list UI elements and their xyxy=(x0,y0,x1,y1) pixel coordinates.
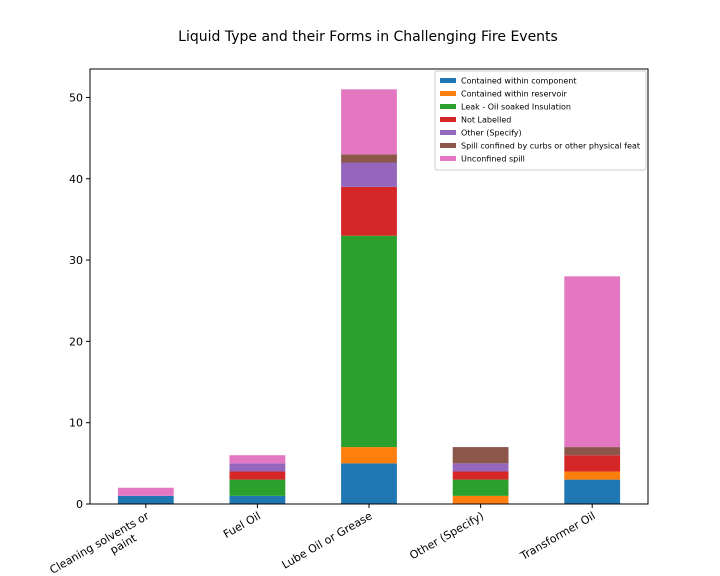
bar-segment xyxy=(341,235,397,448)
x-tick-label: Cleaning solvents orpaint xyxy=(48,509,159,576)
x-axis: Cleaning solvents orpaint Fuel Oil Lube Oi… xyxy=(48,504,598,576)
bar-segment xyxy=(229,463,286,472)
bar-segment xyxy=(341,186,397,236)
plot-frame xyxy=(89,68,649,505)
bar-segment xyxy=(117,495,174,504)
bar-segment xyxy=(452,447,509,464)
bars-group xyxy=(117,89,621,504)
x-tick-label: Other (Specify) xyxy=(407,509,486,562)
y-tick-label: 40 xyxy=(69,173,83,186)
legend-entry: Not Labelled xyxy=(461,116,511,125)
legend-entry: Contained within reservoir xyxy=(461,90,568,99)
x-tick-label-text: Fuel Oil xyxy=(221,509,263,541)
legend-entry: Unconfined spill xyxy=(461,155,525,164)
legend-swatch xyxy=(440,78,456,83)
x-tick-label-text: Other (Specify) xyxy=(407,509,486,562)
bar-segment xyxy=(341,162,397,187)
bar-segment xyxy=(117,487,174,496)
x-tick-label: Lube Oil or Grease xyxy=(280,509,375,571)
legend-swatch xyxy=(440,104,456,109)
bar-segment xyxy=(452,479,509,496)
y-tick-label: 30 xyxy=(69,254,83,267)
bar-segment xyxy=(452,495,509,504)
y-axis: 0 10 20 30 40 50 xyxy=(69,91,90,511)
x-tick-label-text: Lube Oil or Grease xyxy=(280,509,375,571)
bar-segment xyxy=(229,471,286,480)
chart-title: Liquid Type and their Forms in Challengi… xyxy=(178,29,558,45)
bar-segment xyxy=(452,463,509,472)
bar-segment xyxy=(341,463,397,504)
legend-swatch xyxy=(440,91,456,96)
bar-segment xyxy=(564,447,621,456)
legend: Contained within component Contained with… xyxy=(434,70,647,171)
x-tick-label-text: Transformer Oil xyxy=(517,509,597,563)
bar-segment xyxy=(564,276,621,448)
bar-segment xyxy=(341,89,397,155)
x-tick-label-text: Cleaning solvents orpaint xyxy=(48,509,159,576)
bar-segment xyxy=(452,471,509,480)
legend-swatch xyxy=(440,156,456,161)
legend-box xyxy=(434,70,647,171)
bar-segment xyxy=(229,495,286,504)
legend-entry: Leak - Oil soaked Insulation xyxy=(461,103,571,112)
bar-segment xyxy=(229,455,286,464)
bar-segment xyxy=(564,479,621,504)
x-tick-label: Transformer Oil xyxy=(517,509,597,563)
bar-segment xyxy=(341,154,397,163)
legend-swatch xyxy=(440,130,456,135)
bar-segment xyxy=(564,455,621,472)
legend-entry: Other (Specify) xyxy=(461,129,522,138)
legend-swatch xyxy=(440,117,456,122)
y-tick-label: 50 xyxy=(69,91,83,104)
legend-swatch xyxy=(440,143,456,148)
bar-segment xyxy=(229,479,286,496)
x-tick-label: Fuel Oil xyxy=(221,509,263,541)
y-tick-label: 10 xyxy=(69,417,83,430)
y-tick-label: 20 xyxy=(69,335,83,348)
bar-segment xyxy=(341,447,397,464)
y-tick-label: 0 xyxy=(76,498,83,511)
legend-entry: Spill confined by curbs or other physica… xyxy=(461,142,640,151)
bar-segment xyxy=(564,471,621,480)
legend-entry: Contained within component xyxy=(461,77,577,86)
